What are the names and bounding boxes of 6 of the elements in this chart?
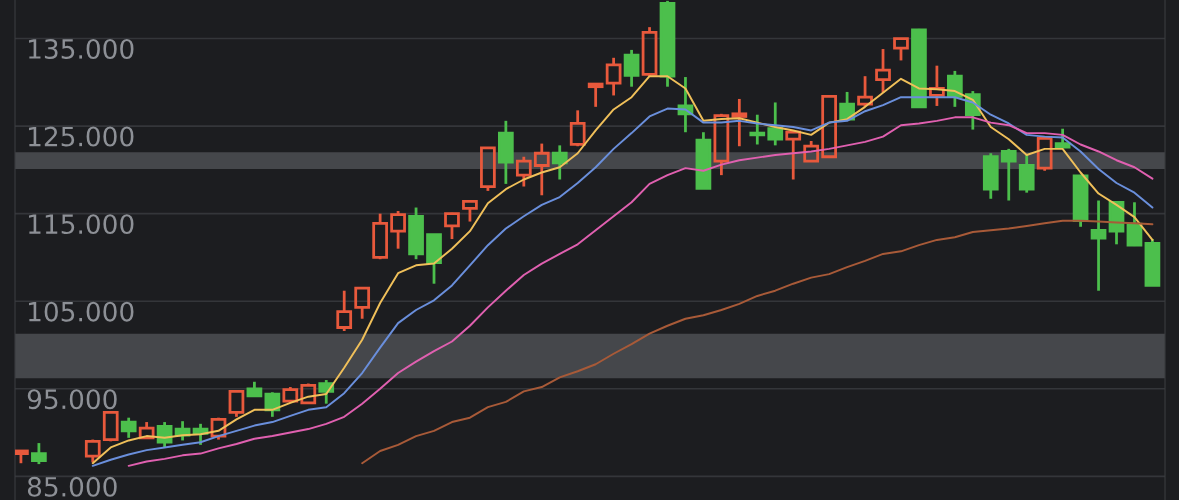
y-tick-label: 125.000 — [29, 126, 134, 147]
y-tick-label: 95.000 — [27, 389, 117, 410]
y-tick-label: 115.000 — [29, 214, 134, 235]
y-tick-label: 105.000 — [29, 301, 134, 322]
y-tick-label: 135.000 — [29, 38, 134, 59]
y-tick-label: 85.000 — [27, 476, 117, 497]
